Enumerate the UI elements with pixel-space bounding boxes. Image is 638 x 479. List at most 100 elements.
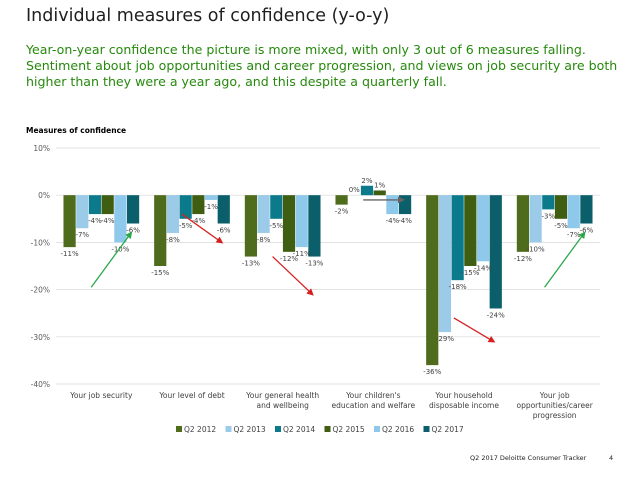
bar: [386, 195, 399, 215]
bar: [451, 195, 464, 281]
bar: [516, 195, 530, 252]
bar: [179, 195, 192, 219]
legend-swatch: [176, 426, 182, 432]
data-label: 0%: [349, 186, 360, 194]
bar: [270, 195, 283, 219]
x-category-label: Your children's: [345, 391, 401, 400]
data-label: -24%: [487, 311, 505, 319]
data-label: -5%: [269, 222, 283, 230]
x-category-label: Your job: [539, 391, 570, 400]
x-axis: Your job security Your level of debt Your …: [69, 391, 594, 420]
legend-swatch: [275, 426, 281, 432]
bar: [192, 195, 205, 215]
data-label: -7%: [75, 231, 89, 239]
data-label: -11%: [61, 250, 79, 258]
data-label: -4%: [386, 217, 400, 225]
x-category-label: Your household: [434, 391, 492, 400]
data-label: -29%: [436, 335, 454, 343]
bar: [476, 195, 490, 262]
page-subtitle: Year-on-year confidence the picture is m…: [26, 42, 618, 89]
x-category-label: disposable income: [429, 401, 499, 410]
chart-title: Measures of confidence: [26, 126, 127, 135]
x-category-label: progression: [533, 411, 577, 420]
data-label: -4%: [192, 217, 206, 225]
data-label: -8%: [166, 236, 180, 244]
bar-chart: 10%0%-10%-20%-30%-40% -11%-7%-4% -4%-10%-…: [31, 144, 600, 434]
legend: Q2 2012 Q2 2013 Q2 2014 Q2 2015 Q2 2016 Q2 20…: [176, 425, 464, 434]
data-label: -36%: [423, 368, 441, 376]
bar: [580, 195, 593, 224]
data-label: -6%: [126, 227, 140, 235]
data-labels: -11%-7%-4% -4%-10%-6%-15%-8%-5%-4%-1%-6%-…: [61, 177, 594, 376]
bars: [63, 185, 593, 366]
bar: [217, 195, 230, 224]
x-category-label: Your level of debt: [158, 391, 224, 400]
bar: [257, 195, 270, 233]
trend-arrow-down: [453, 317, 496, 343]
data-label: -4%: [101, 217, 115, 225]
bar: [529, 195, 542, 243]
data-label: -18%: [449, 283, 467, 291]
bar: [101, 195, 114, 215]
data-label: -3%: [541, 212, 555, 220]
x-category-label: and wellbeing: [256, 401, 309, 410]
data-label: 1%: [374, 181, 385, 189]
bar: [76, 195, 89, 229]
data-label: -6%: [580, 227, 594, 235]
trend-arrow-up: [90, 231, 133, 288]
bar: [154, 195, 167, 266]
y-tick-label: 10%: [33, 144, 50, 153]
data-label: -5%: [554, 222, 568, 230]
footer-source: Q2 2017 Deloitte Consumer Tracker: [470, 454, 587, 462]
data-label: -4%: [398, 217, 412, 225]
data-label: -15%: [461, 269, 479, 277]
bar: [308, 195, 321, 257]
grid-lines: [56, 147, 600, 385]
bar: [335, 195, 348, 205]
y-tick-label: 0%: [38, 191, 50, 200]
data-label: -8%: [257, 236, 271, 244]
data-label: -12%: [514, 255, 532, 263]
data-label: -10%: [111, 245, 129, 253]
data-label: -14%: [474, 264, 492, 272]
data-label: -4%: [88, 217, 102, 225]
page-title: Individual measures of confidence (y-o-y…: [26, 6, 390, 26]
bar: [398, 195, 412, 215]
bar: [373, 190, 386, 196]
page-number: 4: [609, 454, 614, 462]
trend-arrow-down: [272, 256, 314, 296]
legend-label: Q2 2012: [184, 425, 216, 434]
legend-label: Q2 2017: [432, 425, 464, 434]
bar: [244, 195, 258, 257]
bar: [567, 195, 580, 229]
bar: [166, 195, 180, 233]
data-label: -2%: [335, 208, 349, 216]
bar: [282, 195, 296, 252]
legend-label: Q2 2016: [382, 425, 414, 434]
y-axis: 10% 0% -10% -20% -30% -40%: [31, 144, 50, 389]
bar: [360, 185, 374, 196]
legend-label: Q2 2015: [333, 425, 365, 434]
bar: [489, 195, 502, 309]
bar: [464, 195, 477, 266]
x-category-label: Your job security: [69, 391, 133, 400]
y-tick-label: -40%: [31, 380, 50, 389]
legend-swatch: [374, 426, 380, 432]
legend-label: Q2 2013: [234, 425, 266, 434]
y-tick-label: -30%: [31, 333, 50, 342]
bar: [295, 195, 308, 248]
data-label: 2%: [361, 177, 372, 185]
bar: [63, 195, 76, 248]
data-label: -10%: [527, 245, 545, 253]
legend-swatch: [324, 426, 331, 432]
legend-swatch: [225, 426, 232, 432]
y-tick-label: -10%: [31, 238, 50, 247]
bar: [438, 195, 452, 333]
data-label: -1%: [204, 203, 218, 211]
bar: [88, 195, 102, 215]
bar: [204, 195, 218, 200]
bar: [426, 195, 439, 366]
bar: [114, 195, 127, 243]
x-category-label: education and welfare: [331, 401, 415, 410]
legend-swatch: [423, 426, 430, 432]
